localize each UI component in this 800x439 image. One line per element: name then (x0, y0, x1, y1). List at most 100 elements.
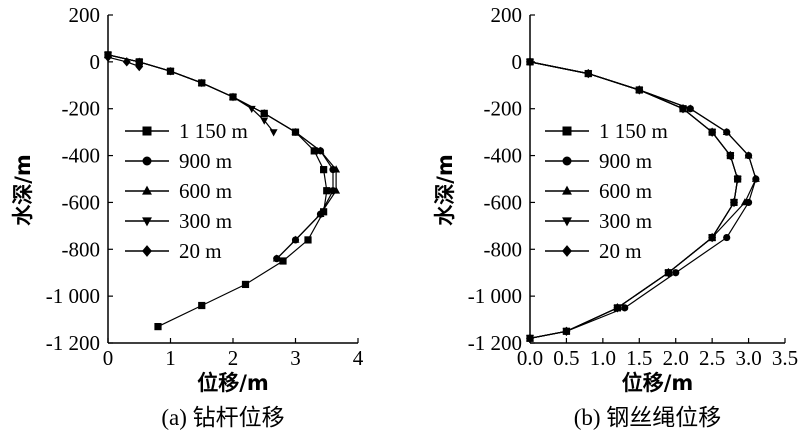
data-point (584, 68, 593, 79)
legend-marker (562, 245, 572, 257)
x-tick-label: 0.5 (553, 346, 579, 370)
data-point (562, 326, 571, 336)
legend: 1 150 m 900 m 600 m 300 m 20 m (545, 119, 668, 263)
legend-label: 20 m (599, 239, 642, 263)
y-tick-label: 200 (69, 3, 101, 27)
x-tick-label: 1 (165, 346, 176, 370)
data-point (722, 127, 731, 136)
data-point (320, 166, 328, 174)
legend-label: 600 m (599, 179, 652, 203)
legend-marker (142, 245, 152, 257)
data-point (122, 57, 131, 67)
x-tick-label: 2 (228, 346, 239, 370)
data-point (304, 236, 312, 244)
x-tick-label: 0 (103, 346, 114, 370)
data-point (197, 80, 206, 88)
legend-marker (562, 126, 572, 136)
legend-marker (142, 156, 152, 166)
y-tick-label: -1 200 (468, 331, 522, 355)
y-tick-label: -200 (484, 97, 523, 121)
data-point (320, 208, 328, 216)
x-axis-title: 位移/m (622, 371, 694, 395)
y-tick-label: 200 (491, 3, 523, 27)
data-point (672, 269, 680, 277)
data-point (751, 174, 760, 182)
y-tick-label: -1 200 (46, 331, 100, 355)
x-tick-label: 2.5 (699, 346, 725, 370)
y-axis-title: 水深/m (433, 154, 457, 226)
data-point (664, 268, 673, 278)
chart-caption: (b) 钢丝绳位移 (574, 405, 722, 430)
data-point (621, 304, 629, 312)
legend-marker (562, 185, 572, 195)
data-point (198, 301, 206, 310)
data-point (241, 280, 250, 289)
legend-marker (142, 126, 152, 136)
y-tick-label: -400 (484, 144, 523, 168)
x-axis-title: 位移/m (197, 371, 269, 395)
data-point (740, 198, 749, 206)
data-point (316, 209, 325, 218)
legend-marker (562, 217, 572, 227)
legend-label: 300 m (179, 209, 232, 233)
data-point (104, 52, 112, 62)
data-point (526, 57, 534, 67)
y-tick-label: 0 (90, 50, 101, 74)
data-point (726, 150, 735, 161)
data-point (229, 94, 237, 102)
legend-marker (142, 185, 152, 195)
legend-marker (562, 156, 572, 166)
legend-label: 900 m (599, 149, 652, 173)
data-point (291, 235, 300, 243)
data-point (247, 105, 256, 114)
data-point (744, 151, 753, 159)
data-point (730, 197, 738, 208)
x-tick-label: 2.0 (663, 346, 689, 370)
x-tick-label: 3.5 (772, 346, 798, 370)
y-tick-label: -200 (62, 97, 101, 121)
y-tick-label: -800 (62, 237, 101, 261)
x-tick-label: 3 (290, 346, 301, 370)
legend-label: 600 m (179, 179, 232, 203)
y-tick-label: -600 (62, 190, 101, 214)
y-tick-label: -400 (62, 144, 101, 168)
data-point (260, 117, 269, 125)
data-point (332, 186, 341, 194)
x-tick-label: 4 (353, 346, 364, 370)
legend-marker (142, 217, 152, 227)
data-point (269, 129, 278, 137)
data-point (708, 232, 717, 243)
x-tick-label: 1.0 (590, 346, 616, 370)
chart-caption: (a) 钻杆位移 (161, 405, 284, 430)
y-axis-title: 水深/m (11, 154, 35, 226)
data-point (332, 165, 341, 173)
series-4 (526, 57, 742, 343)
x-tick-label: 3.0 (735, 346, 761, 370)
data-point (635, 85, 644, 95)
legend-label: 1 150 m (179, 119, 248, 143)
data-point (723, 233, 731, 242)
data-point (708, 127, 717, 137)
data-point (679, 104, 687, 114)
legend-label: 1 150 m (599, 119, 668, 143)
data-point (526, 333, 534, 343)
x-tick-label: 1.5 (626, 346, 652, 370)
data-point (733, 174, 742, 184)
legend-label: 900 m (179, 149, 232, 173)
y-tick-label: 0 (512, 50, 523, 74)
data-point (316, 146, 325, 154)
data-point (260, 109, 269, 117)
y-tick-label: -800 (484, 237, 523, 261)
y-tick-label: -600 (484, 190, 523, 214)
data-point (166, 68, 175, 76)
legend-label: 20 m (179, 239, 222, 263)
data-point (686, 104, 695, 112)
legend-label: 300 m (599, 209, 652, 233)
data-point (279, 257, 287, 265)
x-tick-label: 0.0 (517, 346, 543, 370)
data-point (154, 323, 162, 331)
data-point (272, 254, 281, 262)
